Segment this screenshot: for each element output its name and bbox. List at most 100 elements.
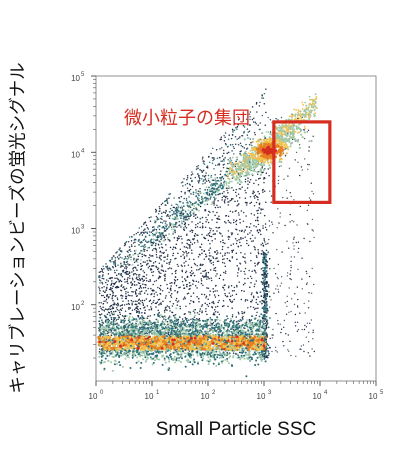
band-event	[195, 351, 198, 353]
scatter-event	[106, 294, 108, 296]
band-event	[203, 331, 206, 334]
scatter-event	[240, 238, 242, 240]
scatter-event	[181, 242, 183, 244]
band-event	[188, 345, 192, 349]
scatter-event	[175, 243, 178, 245]
scatter-event	[107, 331, 110, 334]
band-event	[136, 356, 139, 359]
scatter-event	[130, 244, 133, 246]
band-event	[138, 311, 141, 314]
scatter-event	[183, 178, 185, 180]
band-event	[231, 365, 234, 367]
scatter-event	[158, 228, 161, 231]
scatter-event	[152, 270, 155, 273]
scatter-event	[239, 183, 241, 185]
scatter-event	[227, 215, 230, 217]
scatter-event	[123, 267, 126, 269]
scatter-event	[301, 328, 303, 331]
scatter-event	[181, 238, 183, 240]
band-event	[145, 342, 149, 346]
scatter-event	[265, 356, 268, 358]
scatter-event	[260, 295, 263, 297]
scatter-event	[219, 252, 222, 254]
scatter-event	[242, 220, 245, 223]
scatter-event	[256, 256, 258, 259]
scatter-event	[309, 322, 311, 324]
scatter-event	[224, 254, 226, 256]
scatter-event	[263, 281, 266, 284]
scatter-event	[131, 302, 133, 304]
scatter-event	[289, 192, 291, 194]
scatter-event	[157, 267, 160, 269]
band-event	[187, 359, 190, 362]
scatter-event	[123, 244, 126, 247]
scatter-event	[256, 229, 259, 231]
scatter-event	[106, 283, 109, 286]
band-event	[231, 334, 234, 337]
scatter-event	[236, 158, 238, 161]
scatter-event	[303, 350, 305, 353]
band-event	[175, 325, 178, 327]
scatter-event	[271, 334, 273, 336]
band-event	[143, 330, 145, 333]
scatter-event	[184, 297, 186, 300]
scatter-event	[227, 230, 230, 232]
scatter-event	[150, 287, 152, 290]
scatter-event	[217, 328, 219, 330]
scatter-event	[111, 256, 113, 259]
scatter-event	[253, 214, 256, 216]
scatter-event	[212, 179, 215, 182]
scatter-event	[218, 215, 220, 217]
scatter-event	[186, 239, 189, 241]
scatter-event	[137, 308, 139, 311]
scatter-event	[252, 190, 255, 192]
scatter-event	[186, 255, 188, 257]
scatter-event	[192, 280, 195, 283]
band-event	[161, 350, 164, 353]
scatter-event	[286, 300, 288, 303]
band-event	[252, 353, 255, 356]
scatter-event	[127, 294, 130, 296]
scatter-event	[191, 273, 193, 275]
band-event	[174, 361, 177, 364]
scatter-event	[148, 256, 150, 259]
scatter-event	[263, 92, 266, 95]
scatter-event	[249, 118, 251, 121]
scatter-event	[132, 267, 135, 269]
scatter-event	[259, 122, 261, 124]
band-event	[201, 344, 204, 346]
scatter-event	[201, 304, 204, 306]
scatter-event	[296, 321, 299, 323]
band-event	[198, 351, 201, 354]
scatter-event	[124, 288, 126, 291]
scatter-event	[117, 314, 119, 317]
scatter-event	[189, 247, 191, 249]
band-event	[201, 319, 204, 322]
scatter-event	[250, 281, 252, 284]
scatter-event	[98, 313, 101, 316]
scatter-event	[204, 176, 206, 178]
scatter-event	[145, 298, 148, 300]
scatter-event	[220, 170, 222, 172]
scatter-event	[184, 211, 187, 213]
scatter-event	[140, 231, 143, 234]
scatter-event	[125, 272, 127, 274]
scatter-event	[255, 101, 258, 104]
scatter-event	[246, 187, 249, 189]
scatter-event	[155, 215, 158, 218]
scatter-event	[120, 285, 122, 287]
scatter-event	[265, 294, 267, 296]
scatter-event	[101, 281, 103, 284]
scatter-event	[228, 252, 230, 254]
scatter-event	[202, 284, 204, 287]
scatter-event	[156, 294, 159, 296]
scatter-event	[150, 231, 152, 233]
scatter-event	[143, 312, 146, 314]
scatter-event	[201, 275, 204, 277]
scatter-event	[307, 129, 310, 131]
scatter-event	[255, 301, 257, 304]
scatter-event	[218, 163, 221, 166]
scatter-event	[118, 309, 120, 312]
band-event	[115, 350, 118, 353]
scatter-event	[285, 147, 287, 150]
